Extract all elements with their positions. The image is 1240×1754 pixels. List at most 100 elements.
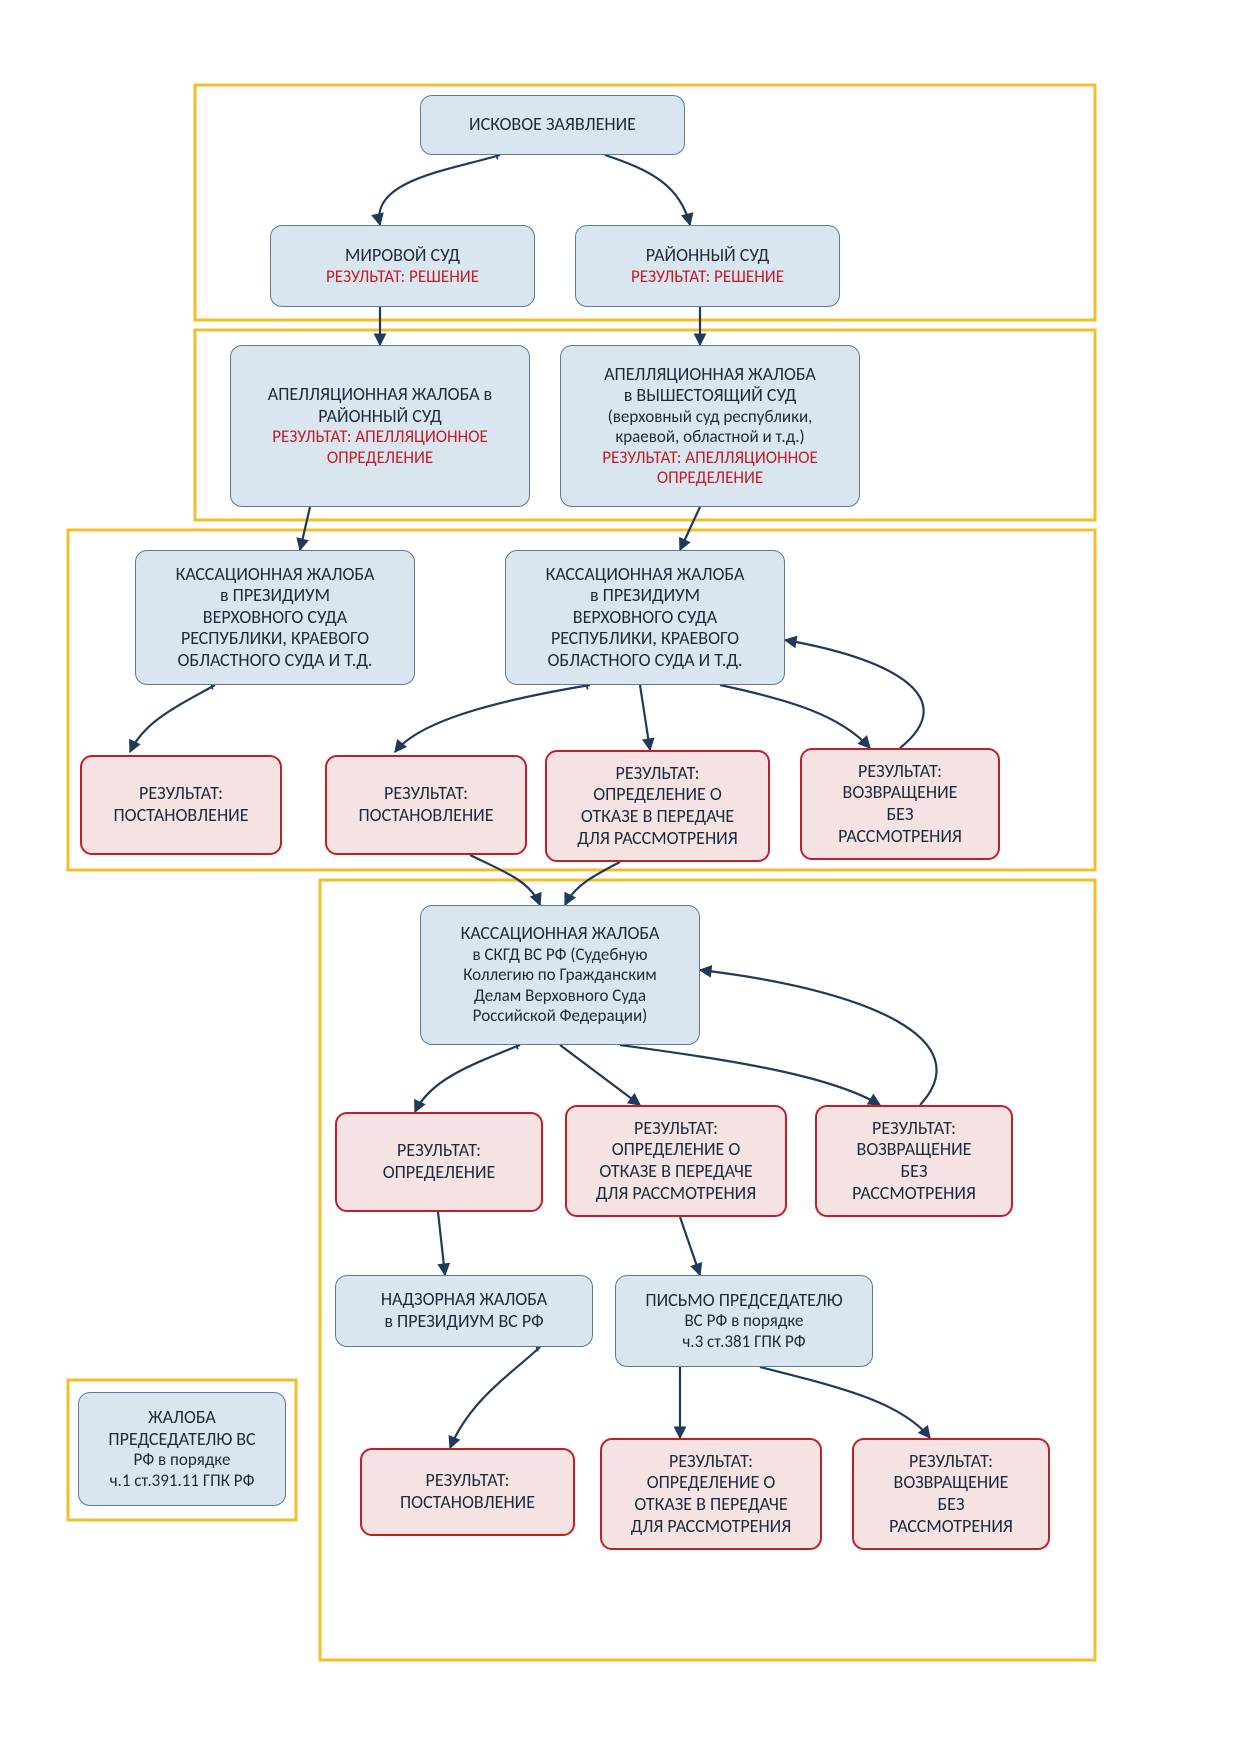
flow-arrow bbox=[640, 685, 650, 750]
node-text: в СКГД ВС РФ (Судебную bbox=[473, 945, 648, 965]
flow-arrow bbox=[720, 685, 870, 748]
node-text: ч.1 ст.391.11 ГПК РФ bbox=[110, 1471, 255, 1491]
node-text: ОТКАЗЕ В ПЕРЕДАЧЕ bbox=[634, 1494, 787, 1516]
flow-arrow bbox=[450, 1347, 540, 1448]
node-G1: РЕЗУЛЬТАТ:ОПРЕДЕЛЕНИЕ bbox=[335, 1112, 543, 1212]
node-text: РФ в порядке bbox=[134, 1450, 231, 1470]
node-text: РАССМОТРЕНИЯ bbox=[852, 1183, 976, 1205]
node-text: РЕЗУЛЬТАТ: bbox=[858, 761, 942, 783]
node-text: ВС РФ в порядке bbox=[685, 1311, 804, 1331]
node-E2: РЕЗУЛЬТАТ:ПОСТАНОВЛЕНИЕ bbox=[325, 755, 527, 855]
node-text: РАЙОННЫЙ СУД bbox=[646, 245, 769, 267]
node-text: РЕЗУЛЬТАТ: bbox=[139, 783, 223, 805]
node-text: ДЛЯ РАССМОТРЕНИЯ bbox=[596, 1183, 756, 1205]
node-text: ДЛЯ РАССМОТРЕНИЯ bbox=[577, 828, 737, 850]
node-text: БЕЗ bbox=[887, 804, 914, 826]
node-text: БЕЗ bbox=[901, 1161, 928, 1183]
node-text: ДЛЯ РАССМОТРЕНИЯ bbox=[631, 1516, 791, 1538]
node-text: ВОЗВРАЩЕНИЕ bbox=[894, 1472, 1009, 1494]
node-text: Российской Федерации) bbox=[473, 1006, 648, 1026]
flow-arrow bbox=[395, 685, 590, 752]
node-F: КАССАЦИОННАЯ ЖАЛОБАв СКГД ВС РФ (Судебну… bbox=[420, 905, 700, 1045]
node-text: ПОСТАНОВЛЕНИЕ bbox=[400, 1492, 535, 1514]
flow-arrow bbox=[560, 1045, 640, 1105]
node-text: ПИСЬМО ПРЕДСЕДАТЕЛЮ bbox=[645, 1290, 842, 1312]
node-text: ч.3 ст.381 ГПК РФ bbox=[682, 1332, 805, 1352]
node-text: в ПРЕЗИДИУМ ВС РФ bbox=[384, 1311, 543, 1333]
node-text: ВОЗВРАЩЕНИЕ bbox=[843, 782, 958, 804]
node-text: ВОЗВРАЩЕНИЕ bbox=[857, 1139, 972, 1161]
node-text: ВЕРХОВНОГО СУДА bbox=[203, 607, 347, 629]
node-text: (верховный суд республики, bbox=[608, 407, 813, 427]
node-text: АПЕЛЛЯЦИОННАЯ ЖАЛОБА bbox=[604, 364, 816, 386]
node-E1: РЕЗУЛЬТАТ:ПОСТАНОВЛЕНИЕ bbox=[80, 755, 282, 855]
node-text: РЕЗУЛЬТАТ: bbox=[616, 763, 700, 785]
node-text: РЕЗУЛЬТАТ: bbox=[426, 1470, 510, 1492]
node-text: КАССАЦИОННАЯ ЖАЛОБА bbox=[461, 923, 660, 945]
node-text: ОПРЕДЕЛЕНИЕ О bbox=[593, 784, 722, 806]
node-B1: МИРОВОЙ СУД РЕЗУЛЬТАТ: РЕШЕНИЕ bbox=[270, 225, 535, 307]
node-E4: РЕЗУЛЬТАТ:ВОЗВРАЩЕНИЕБЕЗРАССМОТРЕНИЯ bbox=[800, 748, 1000, 860]
node-text: РЕЗУЛЬТАТ: bbox=[634, 1118, 718, 1140]
node-text: РЕЗУЛЬТАТ: АПЕЛЛЯЦИОННОЕ bbox=[602, 448, 818, 468]
node-D2: КАССАЦИОННАЯ ЖАЛОБАв ПРЕЗИДИУМВЕРХОВНОГО… bbox=[505, 550, 785, 685]
node-text: ОПРЕДЕЛЕНИЕ О bbox=[647, 1472, 776, 1494]
node-text: РЕЗУЛЬТАТ: bbox=[669, 1451, 753, 1473]
node-I3: РЕЗУЛЬТАТ:ВОЗВРАЩЕНИЕБЕЗРАССМОТРЕНИЯ bbox=[852, 1438, 1050, 1550]
node-text: РАССМОТРЕНИЯ bbox=[838, 826, 962, 848]
node-text: ПОСТАНОВЛЕНИЕ bbox=[113, 805, 248, 827]
flow-arrow bbox=[680, 1217, 700, 1275]
node-G3: РЕЗУЛЬТАТ:ВОЗВРАЩЕНИЕБЕЗРАССМОТРЕНИЯ bbox=[815, 1105, 1013, 1217]
flow-arrow bbox=[760, 1367, 930, 1438]
flow-arrow bbox=[415, 1045, 520, 1112]
node-text: АПЕЛЛЯЦИОННАЯ ЖАЛОБА в bbox=[268, 384, 492, 406]
node-H1: НАДЗОРНАЯ ЖАЛОБАв ПРЕЗИДИУМ ВС РФ bbox=[335, 1275, 593, 1347]
node-C2: АПЕЛЛЯЦИОННАЯ ЖАЛОБАв ВЫШЕСТОЯЩИЙ СУД(ве… bbox=[560, 345, 860, 507]
node-text: ИСКОВОЕ ЗАЯВЛЕНИЕ bbox=[469, 114, 636, 136]
node-text: РЕЗУЛЬТАТ: РЕШЕНИЕ bbox=[631, 267, 784, 287]
node-text: БЕЗ bbox=[938, 1494, 965, 1516]
node-text: РЕЗУЛЬТАТ: bbox=[384, 783, 468, 805]
node-text: ПРЕДСЕДАТЕЛЮ ВС bbox=[108, 1429, 255, 1451]
node-text: РЕЗУЛЬТАТ: bbox=[909, 1451, 993, 1473]
node-text: КАССАЦИОННАЯ ЖАЛОБА bbox=[546, 564, 745, 586]
node-text: ОПРЕДЕЛЕНИЕ bbox=[657, 468, 763, 488]
node-E3: РЕЗУЛЬТАТ:ОПРЕДЕЛЕНИЕ ООТКАЗЕ В ПЕРЕДАЧЕ… bbox=[545, 750, 770, 862]
node-text: РЕЗУЛЬТАТ: bbox=[397, 1140, 481, 1162]
flow-arrow bbox=[565, 862, 620, 905]
flow-arrow bbox=[620, 1045, 880, 1105]
node-text: ОБЛАСТНОГО СУДА И Т.Д. bbox=[178, 650, 373, 672]
flow-arrow bbox=[605, 155, 690, 225]
flow-arrow bbox=[700, 970, 937, 1105]
node-text: Делам Верховного Суда bbox=[474, 986, 646, 1006]
node-H2: ПИСЬМО ПРЕДСЕДАТЕЛЮВС РФ в порядкеч.3 ст… bbox=[615, 1275, 873, 1367]
node-text: Коллегию по Гражданским bbox=[463, 965, 657, 985]
flow-arrow bbox=[438, 1212, 445, 1275]
node-text: КАССАЦИОННАЯ ЖАЛОБА bbox=[176, 564, 375, 586]
node-text: РАЙОННЫЙ СУД bbox=[318, 406, 441, 428]
node-text: в ПРЕЗИДИУМ bbox=[220, 585, 330, 607]
node-text: МИРОВОЙ СУД bbox=[345, 245, 460, 267]
node-text: РЕСПУБЛИКИ, КРАЕВОГО bbox=[551, 628, 739, 650]
node-text: РЕЗУЛЬТАТ: АПЕЛЛЯЦИОННОЕ bbox=[272, 427, 488, 447]
node-text: РЕЗУЛЬТАТ: bbox=[872, 1118, 956, 1140]
node-text: РЕЗУЛЬТАТ: РЕШЕНИЕ bbox=[326, 267, 479, 287]
node-text: НАДЗОРНАЯ ЖАЛОБА bbox=[381, 1289, 547, 1311]
node-text: ОПРЕДЕЛЕНИЕ bbox=[327, 448, 433, 468]
flow-arrow bbox=[785, 640, 924, 748]
node-I2: РЕЗУЛЬТАТ:ОПРЕДЕЛЕНИЕ ООТКАЗЕ В ПЕРЕДАЧЕ… bbox=[600, 1438, 822, 1550]
node-SIDE: ЖАЛОБАПРЕДСЕДАТЕЛЮ ВСРФ в порядкеч.1 ст.… bbox=[78, 1392, 286, 1506]
node-C1: АПЕЛЛЯЦИОННАЯ ЖАЛОБА вРАЙОННЫЙ СУД РЕЗУЛ… bbox=[230, 345, 530, 507]
node-text: РЕСПУБЛИКИ, КРАЕВОГО bbox=[181, 628, 369, 650]
node-text: ЖАЛОБА bbox=[148, 1407, 216, 1429]
node-G2: РЕЗУЛЬТАТ:ОПРЕДЕЛЕНИЕ ООТКАЗЕ В ПЕРЕДАЧЕ… bbox=[565, 1105, 787, 1217]
node-text: в ПРЕЗИДИУМ bbox=[590, 585, 700, 607]
node-text: ВЕРХОВНОГО СУДА bbox=[573, 607, 717, 629]
node-text: ОТКАЗЕ В ПЕРЕДАЧЕ bbox=[581, 806, 734, 828]
flow-arrow bbox=[130, 685, 215, 752]
node-text: в ВЫШЕСТОЯЩИЙ СУД bbox=[624, 385, 797, 407]
node-text: ОТКАЗЕ В ПЕРЕДАЧЕ bbox=[599, 1161, 752, 1183]
node-text: РАССМОТРЕНИЯ bbox=[889, 1516, 1013, 1538]
node-text: ОПРЕДЕЛЕНИЕ bbox=[383, 1162, 496, 1184]
node-text: ОПРЕДЕЛЕНИЕ О bbox=[612, 1139, 741, 1161]
